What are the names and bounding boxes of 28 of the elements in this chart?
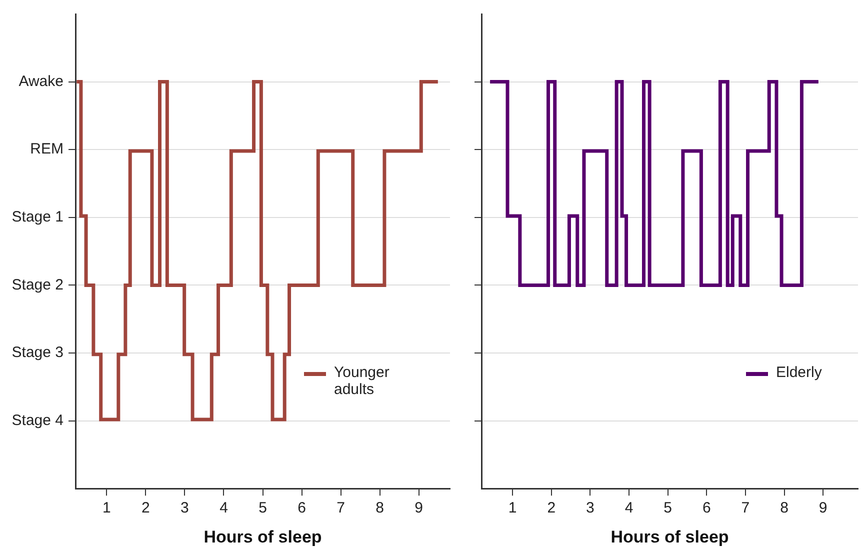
x-tick-label: 1 <box>102 500 111 517</box>
x-tick-label: 4 <box>220 500 228 517</box>
x-axis-title: Hours of sleep <box>204 527 322 546</box>
x-axis-title: Hours of sleep <box>610 527 729 546</box>
text: Stage 2 <box>12 276 64 294</box>
x-tick-label: 9 <box>414 500 423 517</box>
legend-label: Elderly <box>776 364 822 381</box>
x-tick-label: 2 <box>547 500 556 517</box>
text: REM <box>30 140 64 158</box>
x-tick-label: 6 <box>298 500 306 517</box>
text: Awake <box>18 72 64 90</box>
x-tick-label: 2 <box>142 500 150 517</box>
x-tick-label: 7 <box>741 500 750 517</box>
x-tick-label: 5 <box>258 500 267 517</box>
text: Stage 3 <box>12 344 64 362</box>
x-tick-label: 9 <box>818 500 828 517</box>
x-tick-label: 3 <box>180 500 189 517</box>
x-tick-label: 1 <box>508 500 517 517</box>
legend-label: Younger adults <box>334 364 390 398</box>
x-tick-label: 4 <box>624 500 634 517</box>
text: Stage 4 <box>12 412 64 429</box>
x-tick-label: 7 <box>336 500 345 517</box>
x-tick-label: 8 <box>376 500 384 517</box>
x-tick-label: 8 <box>780 500 788 517</box>
x-tick-label: 3 <box>586 500 594 517</box>
x-tick-label: 6 <box>702 500 711 517</box>
x-tick-label: 5 <box>664 500 672 517</box>
text: Stage 1 <box>12 208 64 226</box>
